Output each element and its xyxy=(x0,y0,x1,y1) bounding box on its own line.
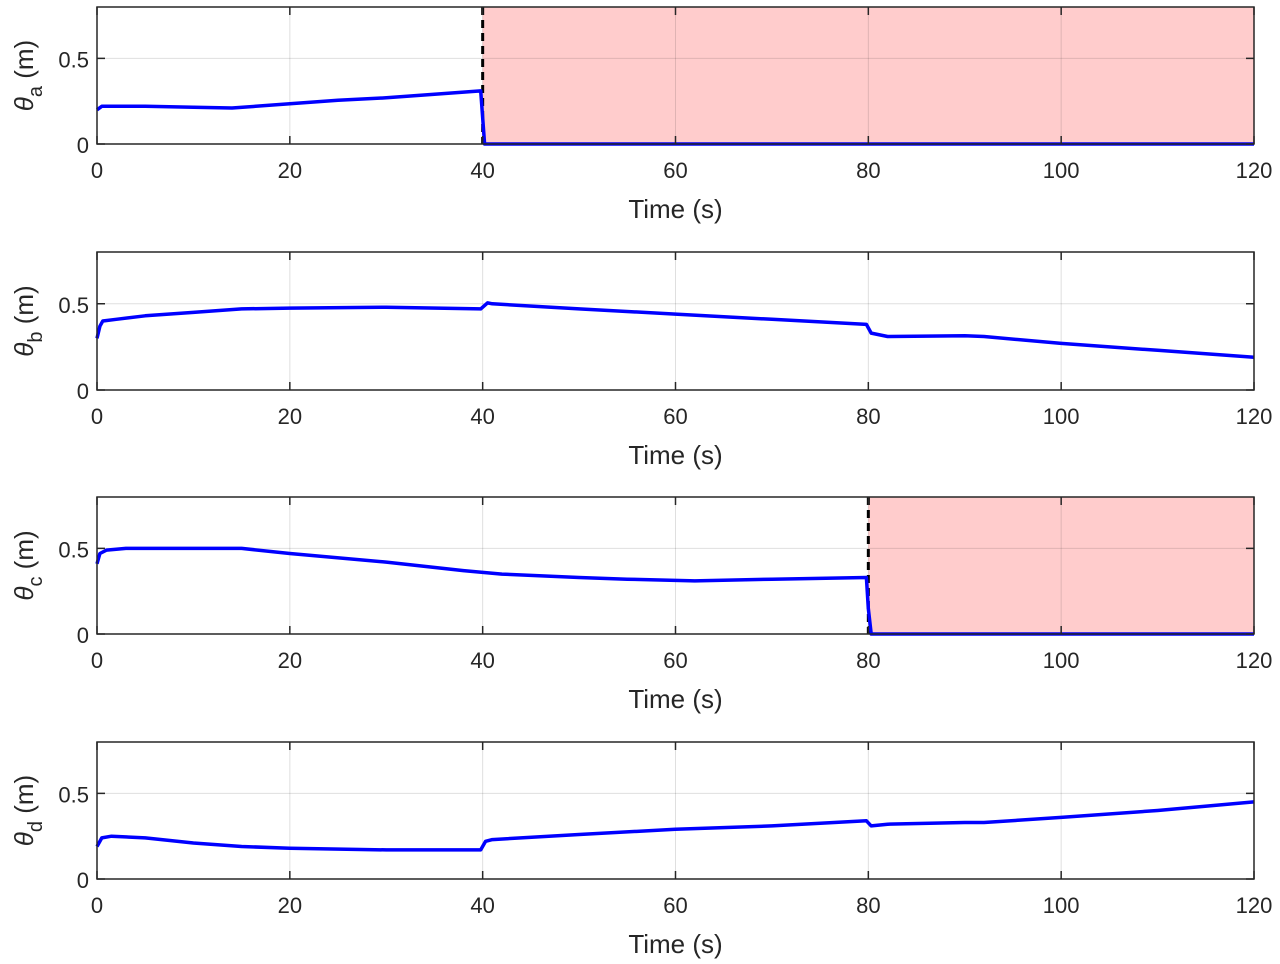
x-tick-label: 40 xyxy=(470,158,494,183)
x-tick-label: 100 xyxy=(1043,404,1080,429)
y-axis-label: θc (m) xyxy=(9,530,47,600)
x-tick-label: 120 xyxy=(1236,893,1273,918)
plot-area xyxy=(97,742,1254,879)
y-tick-label: 0 xyxy=(77,379,89,404)
x-tick-label: 20 xyxy=(278,893,302,918)
x-tick-label: 20 xyxy=(278,404,302,429)
series-line-theta_b xyxy=(95,301,1255,359)
shaded-region xyxy=(868,497,1254,634)
series-line-theta_c xyxy=(95,546,1254,636)
y-axis-label: θa (m) xyxy=(9,40,47,111)
shaded-region xyxy=(482,7,1255,144)
x-tick-label: 60 xyxy=(663,404,687,429)
x-tick-label: 80 xyxy=(856,648,880,673)
y-tick-label: 0.5 xyxy=(58,537,89,562)
subplot-b: 0 20 40 60 80 100 120 0 0.5 Time (s) θb (m) xyxy=(9,251,1273,470)
x-tick-label: 20 xyxy=(278,158,302,183)
x-tick-label: 100 xyxy=(1043,158,1080,183)
y-tick-label: 0.5 xyxy=(58,47,89,72)
x-tick-label: 0 xyxy=(91,648,103,673)
x-tick-label: 0 xyxy=(91,158,103,183)
x-tick-label: 120 xyxy=(1236,648,1273,673)
subplot-d: 0 20 40 60 80 100 120 0 0.5 Time (s) θd (m) xyxy=(9,741,1273,959)
x-tick-label: 40 xyxy=(470,893,494,918)
y-tick-label: 0.5 xyxy=(58,782,89,807)
x-tick-label: 0 xyxy=(91,893,103,918)
x-tick-label: 120 xyxy=(1236,158,1273,183)
plot-area xyxy=(97,252,1254,390)
x-tick-label: 0 xyxy=(91,404,103,429)
x-tick-label: 20 xyxy=(278,648,302,673)
x-tick-label: 120 xyxy=(1236,404,1273,429)
x-axis-label: Time (s) xyxy=(628,440,722,470)
series-line-theta_d xyxy=(95,800,1255,852)
x-tick-label: 80 xyxy=(856,158,880,183)
x-axis-label: Time (s) xyxy=(628,194,722,224)
y-tick-label: 0.5 xyxy=(58,293,89,318)
x-tick-label: 100 xyxy=(1043,648,1080,673)
x-axis-label: Time (s) xyxy=(628,684,722,714)
x-axis-label: Time (s) xyxy=(628,929,722,959)
y-axis-label: θd (m) xyxy=(9,775,47,846)
y-tick-label: 0 xyxy=(77,133,89,158)
y-tick-label: 0 xyxy=(77,623,89,648)
x-tick-label: 100 xyxy=(1043,893,1080,918)
y-tick-label: 0 xyxy=(77,868,89,893)
x-tick-label: 40 xyxy=(470,648,494,673)
x-tick-label: 60 xyxy=(663,893,687,918)
subplot-a: 0 20 40 60 80 100 120 0 0.5 Time (s) θa (m) xyxy=(9,6,1273,224)
x-tick-label: 80 xyxy=(856,404,880,429)
x-tick-label: 60 xyxy=(663,648,687,673)
subplot-c: 0 20 40 60 80 100 120 0 0.5 Time (s) θc (m) xyxy=(9,496,1273,714)
x-tick-label: 80 xyxy=(856,893,880,918)
x-tick-label: 40 xyxy=(470,404,494,429)
x-tick-label: 60 xyxy=(663,158,687,183)
y-axis-label: θb (m) xyxy=(9,285,47,356)
